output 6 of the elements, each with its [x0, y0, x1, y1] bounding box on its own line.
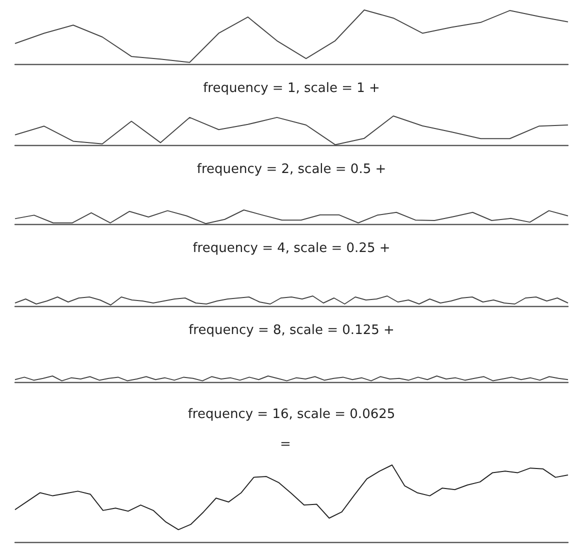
- x-axis-title: frequency = 8, scale = 0.125 +: [188, 323, 394, 338]
- x-axis-title: frequency = 16, scale = 0.0625: [188, 407, 396, 422]
- chart-title: =: [280, 437, 291, 452]
- x-axis-title: frequency = 4, scale = 0.25 +: [192, 241, 390, 256]
- x-axis-title: frequency = 2, scale = 0.5 +: [196, 162, 386, 177]
- x-axis-title: frequency = 1, scale = 1 +: [203, 81, 380, 96]
